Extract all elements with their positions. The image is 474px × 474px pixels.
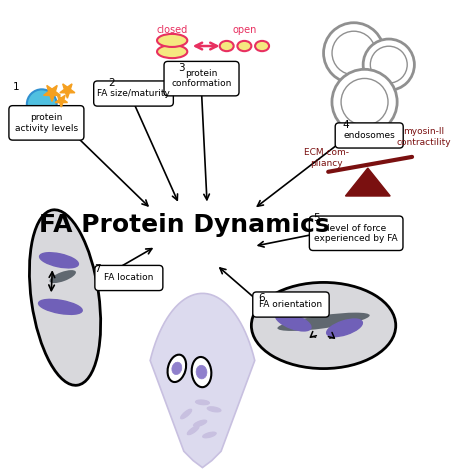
Ellipse shape (29, 210, 100, 385)
Ellipse shape (219, 41, 234, 51)
Text: 5: 5 (313, 213, 320, 223)
Ellipse shape (237, 41, 251, 51)
Text: 1: 1 (12, 82, 19, 92)
Text: 6: 6 (258, 292, 265, 302)
Circle shape (332, 31, 375, 75)
Text: 2: 2 (109, 78, 115, 88)
Ellipse shape (49, 270, 76, 283)
Text: 3: 3 (178, 64, 185, 73)
Text: FA location: FA location (104, 273, 154, 283)
Circle shape (332, 69, 397, 135)
Ellipse shape (275, 313, 311, 331)
Polygon shape (44, 85, 60, 101)
Circle shape (341, 78, 388, 126)
Ellipse shape (191, 357, 211, 387)
Ellipse shape (157, 45, 187, 58)
Ellipse shape (181, 409, 191, 419)
FancyBboxPatch shape (9, 106, 84, 140)
Text: level of force
experienced by FA: level of force experienced by FA (314, 224, 398, 243)
Ellipse shape (195, 400, 210, 405)
Text: FA Protein Dynamics: FA Protein Dynamics (38, 213, 329, 237)
Text: FA orientation: FA orientation (259, 300, 322, 309)
Ellipse shape (203, 432, 216, 438)
Circle shape (363, 39, 414, 90)
Ellipse shape (196, 365, 207, 379)
Circle shape (27, 89, 57, 119)
FancyBboxPatch shape (253, 292, 329, 317)
Ellipse shape (255, 41, 269, 51)
Ellipse shape (172, 362, 182, 374)
Text: closed: closed (156, 25, 188, 35)
Circle shape (370, 46, 407, 83)
Ellipse shape (251, 283, 396, 369)
Text: open: open (232, 25, 256, 35)
Polygon shape (150, 293, 255, 467)
Ellipse shape (327, 319, 362, 337)
Text: protein
conformation: protein conformation (171, 69, 232, 88)
Ellipse shape (277, 313, 370, 331)
Polygon shape (55, 95, 67, 107)
Text: FA size/maturity: FA size/maturity (97, 89, 170, 98)
Text: 4: 4 (342, 120, 349, 130)
Ellipse shape (193, 420, 207, 427)
Polygon shape (346, 168, 390, 196)
Ellipse shape (40, 253, 78, 268)
Ellipse shape (207, 407, 221, 412)
Circle shape (324, 23, 384, 83)
Ellipse shape (167, 355, 186, 382)
FancyBboxPatch shape (95, 265, 163, 291)
FancyBboxPatch shape (310, 216, 403, 250)
FancyBboxPatch shape (164, 62, 239, 96)
Ellipse shape (157, 34, 187, 47)
Text: myosin-II
contractility: myosin-II contractility (396, 127, 451, 146)
Text: endosomes: endosomes (343, 131, 395, 140)
Polygon shape (60, 84, 75, 98)
FancyBboxPatch shape (94, 81, 173, 106)
Text: protein
activity levels: protein activity levels (15, 113, 78, 133)
Text: 7: 7 (94, 264, 101, 273)
FancyBboxPatch shape (335, 123, 403, 148)
Ellipse shape (38, 300, 82, 314)
Ellipse shape (187, 426, 199, 435)
Text: ECM com-
pliancy: ECM com- pliancy (304, 148, 349, 167)
